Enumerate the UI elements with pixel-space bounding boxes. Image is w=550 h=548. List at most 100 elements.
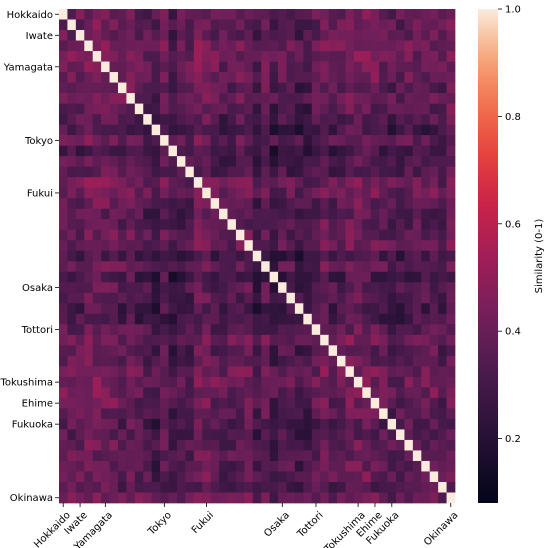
heatmap-cell — [160, 198, 169, 210]
heatmap-cell — [160, 376, 169, 388]
heatmap-cell — [101, 355, 110, 367]
heatmap-cell — [404, 450, 414, 462]
heatmap-cell — [438, 166, 447, 178]
heatmap-cell — [328, 397, 338, 409]
heatmap-cell — [193, 439, 203, 451]
heatmap-cell — [244, 229, 254, 241]
heatmap-cell — [396, 366, 405, 378]
heatmap-cell — [168, 93, 178, 104]
heatmap-cell — [227, 198, 237, 210]
heatmap-cell — [353, 303, 363, 315]
y-tick-label: Tottori — [21, 325, 53, 336]
heatmap-cell — [261, 208, 270, 220]
heatmap-cell — [176, 376, 186, 388]
heatmap-cell — [261, 271, 270, 283]
heatmap-cell — [370, 271, 380, 283]
heatmap-cell — [421, 219, 431, 231]
heatmap-cell — [117, 397, 127, 409]
heatmap-cell — [446, 481, 456, 493]
heatmap-cell — [353, 219, 363, 231]
heatmap-cell — [67, 229, 77, 241]
heatmap-cell — [235, 250, 245, 262]
heatmap-cell — [421, 93, 431, 104]
heatmap-cell — [92, 177, 102, 189]
heatmap-cell — [404, 471, 414, 483]
heatmap-cell — [67, 19, 77, 31]
heatmap-cell — [210, 198, 220, 210]
heatmap-cell — [117, 471, 127, 483]
heatmap-cell — [75, 303, 85, 315]
heatmap-cell — [92, 135, 102, 146]
heatmap-cell — [446, 198, 456, 210]
heatmap-cell — [412, 345, 422, 357]
heatmap-cell — [84, 408, 94, 420]
heatmap-cell — [126, 313, 136, 325]
y-tick-label: Hokkaido — [7, 10, 53, 21]
heatmap-cell — [227, 397, 237, 409]
heatmap-cell — [387, 82, 397, 94]
colorbar — [478, 9, 498, 503]
heatmap-cell — [387, 397, 397, 409]
heatmap-cell — [101, 492, 110, 504]
heatmap-cell — [75, 40, 85, 52]
heatmap-cell — [219, 9, 228, 20]
heatmap-cell — [362, 124, 372, 136]
heatmap-cell — [109, 397, 119, 409]
heatmap-cell — [337, 240, 346, 252]
heatmap-cell — [412, 439, 422, 451]
heatmap-cell — [101, 198, 110, 210]
heatmap-cell — [185, 261, 195, 273]
heatmap-cell — [311, 271, 321, 283]
heatmap-cell — [75, 313, 85, 325]
heatmap-cell — [134, 187, 144, 199]
heatmap-cell — [286, 481, 296, 493]
heatmap-cell — [278, 471, 287, 483]
heatmap-cell — [67, 429, 77, 441]
heatmap-cell — [429, 303, 439, 315]
heatmap-cell — [202, 460, 212, 472]
heatmap-cell — [143, 355, 153, 367]
heatmap-cell — [92, 82, 102, 94]
heatmap-cell — [421, 450, 431, 462]
heatmap-cell — [412, 271, 422, 283]
heatmap-cell — [269, 250, 279, 262]
heatmap-cell — [151, 156, 161, 168]
heatmap-cell — [126, 387, 136, 399]
heatmap-cell — [438, 345, 447, 357]
heatmap-cell — [176, 303, 186, 315]
heatmap-cell — [337, 177, 346, 189]
heatmap-cell — [117, 166, 127, 178]
heatmap-cell — [370, 481, 380, 493]
heatmap-cell — [438, 145, 447, 157]
heatmap-cell — [396, 166, 405, 178]
heatmap-cell — [421, 292, 431, 304]
heatmap-cell — [134, 334, 144, 346]
colorbar-tick-label: 0.8 — [505, 112, 521, 123]
heatmap-cell — [117, 481, 127, 493]
heatmap-cell — [84, 40, 94, 52]
heatmap-cell — [160, 103, 169, 115]
heatmap-cell — [379, 229, 388, 241]
heatmap-cell — [134, 177, 144, 189]
heatmap-cell — [396, 324, 405, 336]
heatmap-cell — [353, 387, 363, 399]
heatmap-cell — [75, 292, 85, 304]
heatmap-cell — [252, 177, 262, 189]
heatmap-cell — [117, 282, 127, 294]
heatmap-cell — [278, 324, 287, 336]
heatmap-cell — [337, 30, 346, 41]
heatmap-cell — [421, 418, 431, 430]
heatmap-cell — [210, 240, 220, 252]
heatmap-cell — [101, 135, 110, 146]
heatmap-cell — [185, 345, 195, 357]
heatmap-cell — [185, 387, 195, 399]
heatmap-cell — [286, 408, 296, 420]
heatmap-cell — [387, 250, 397, 262]
heatmap-cell — [235, 397, 245, 409]
heatmap-cell — [278, 40, 287, 52]
heatmap-cell — [143, 9, 153, 20]
heatmap-cell — [328, 439, 338, 451]
heatmap-cell — [202, 40, 212, 52]
heatmap-cell — [176, 82, 186, 94]
heatmap-cell — [92, 261, 102, 273]
